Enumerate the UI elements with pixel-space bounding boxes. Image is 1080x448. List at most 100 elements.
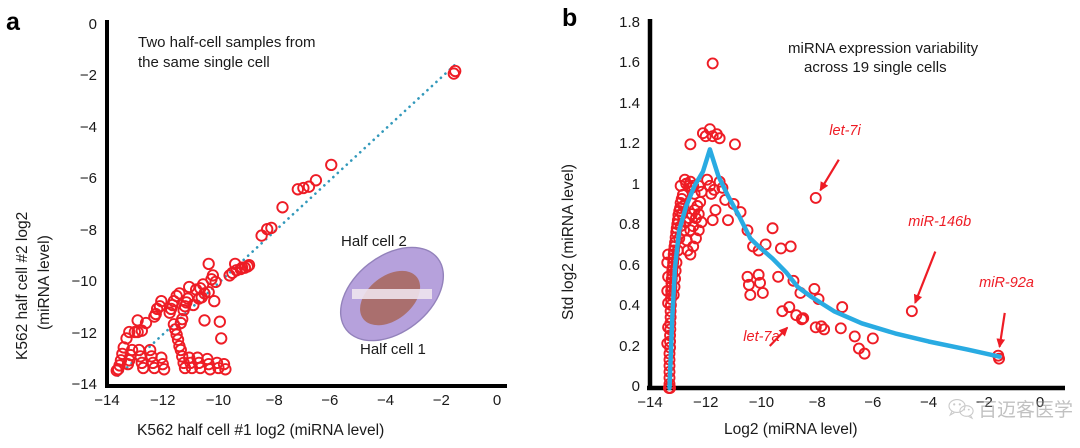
data-point (189, 283, 203, 296)
panel-b-y-tick-4: 0.8 (619, 216, 640, 234)
panel-b-x-tick-7: 0 (1035, 394, 1045, 411)
data-point (176, 350, 189, 363)
data-point (772, 270, 785, 283)
panel-a-y-tick-1: −2 (79, 67, 97, 85)
data-point (163, 306, 176, 319)
data-point (708, 183, 721, 196)
data-point (173, 287, 186, 300)
data-point (662, 248, 675, 261)
data-point (692, 208, 705, 221)
data-point (694, 196, 707, 208)
data-point (170, 328, 183, 341)
panel-a-y-tick-4: −8 (79, 221, 97, 239)
panel-a-x-tick-1: −12 (149, 392, 176, 409)
annotation-arrow-3 (768, 326, 789, 347)
panel-b-note-line1: miRNA expression variability (788, 40, 979, 57)
data-point (210, 356, 224, 370)
data-point (866, 332, 879, 345)
data-point (741, 270, 754, 283)
panel-b: b Std log2 (miRNA level) Log2 (miRNA lev… (540, 0, 1080, 448)
data-point (993, 352, 1005, 365)
data-point (325, 158, 338, 172)
panel-a-y-tick-6: −12 (71, 324, 97, 342)
annotation-arrow-2 (996, 312, 1006, 349)
panel-a-y-tick-5: −10 (71, 273, 97, 291)
panel-a-y-tick-3: −6 (79, 170, 97, 188)
panel-b-y-tick-5: 1 (631, 175, 640, 193)
data-point (121, 357, 135, 371)
data-point (144, 343, 157, 357)
panel-b-y-tick-2: 0.4 (619, 297, 640, 315)
data-point (110, 364, 123, 377)
data-point (692, 224, 705, 237)
data-point (815, 320, 828, 333)
panel-b-y-tick-3: 0.6 (619, 256, 640, 274)
data-point (215, 332, 228, 345)
annotation-label-let-7a: let-7a (743, 328, 780, 345)
data-point (690, 232, 702, 245)
data-point (297, 181, 310, 195)
data-point (744, 289, 757, 301)
data-point (818, 323, 831, 336)
data-point (706, 57, 719, 70)
panel-b-x-tick-1: −12 (692, 394, 719, 411)
data-point (309, 174, 323, 187)
data-point (183, 280, 196, 294)
annotation-label-mir-92a: miR-92a (979, 275, 1034, 292)
data-point (117, 341, 130, 354)
data-point (787, 274, 800, 287)
data-point (684, 248, 697, 261)
data-point (157, 363, 171, 376)
data-point (208, 294, 221, 308)
data-point (205, 273, 218, 286)
data-point (808, 282, 821, 295)
data-point (153, 300, 167, 313)
data-point (809, 321, 822, 334)
data-point (128, 325, 142, 339)
data-point (198, 314, 211, 327)
data-point (291, 183, 304, 196)
data-point (836, 301, 849, 314)
data-point (759, 238, 772, 251)
panel-a-plot (105, 20, 507, 388)
data-point (752, 268, 765, 281)
panel-a-x-tick-5: −4 (377, 392, 395, 409)
data-point (676, 188, 689, 201)
data-point (111, 363, 125, 376)
data-point (695, 216, 708, 229)
data-point (905, 305, 918, 318)
panel-a-x-axis-title: K562 half cell #1 log2 (miRNA level) (137, 422, 385, 439)
data-point (217, 357, 231, 371)
data-point (447, 67, 460, 80)
data-point (784, 240, 797, 253)
annotation-arrow-1 (913, 251, 937, 305)
panel-b-points (661, 57, 1005, 394)
panel-a-y-tick-0: 0 (88, 16, 97, 33)
data-point (729, 138, 741, 151)
panel-a-y-tick-2: −4 (79, 118, 97, 136)
data-point (722, 214, 734, 227)
panel-a-x-tick-6: −2 (432, 392, 450, 409)
panel-b-x-tick-3: −8 (808, 394, 826, 411)
panel-b-y-tick-0: 0 (631, 378, 640, 395)
panel-a-inset-caption-top: Half cell 2 (341, 233, 407, 250)
panel-a-x-tick-4: −6 (321, 392, 339, 409)
panel-a-cell-illustration (339, 246, 445, 342)
data-point (203, 363, 217, 376)
data-point (131, 314, 144, 327)
panel-a-x-tick-0: −14 (94, 392, 120, 409)
annotation-label-let-7i: let-7i (829, 123, 861, 140)
data-point (858, 347, 871, 360)
data-point (713, 132, 726, 145)
panel-a-points (110, 64, 462, 377)
data-point (155, 351, 168, 364)
panel-a: a K562 half cell #2 log2 (miRNA level) K… (6, 10, 507, 439)
data-point (302, 180, 316, 193)
panel-b-y-tick-7: 1.4 (619, 94, 640, 112)
panel-b-label: b (562, 4, 578, 32)
data-point (155, 294, 168, 308)
data-point (684, 138, 697, 151)
data-point (174, 316, 187, 330)
data-point (156, 357, 169, 371)
